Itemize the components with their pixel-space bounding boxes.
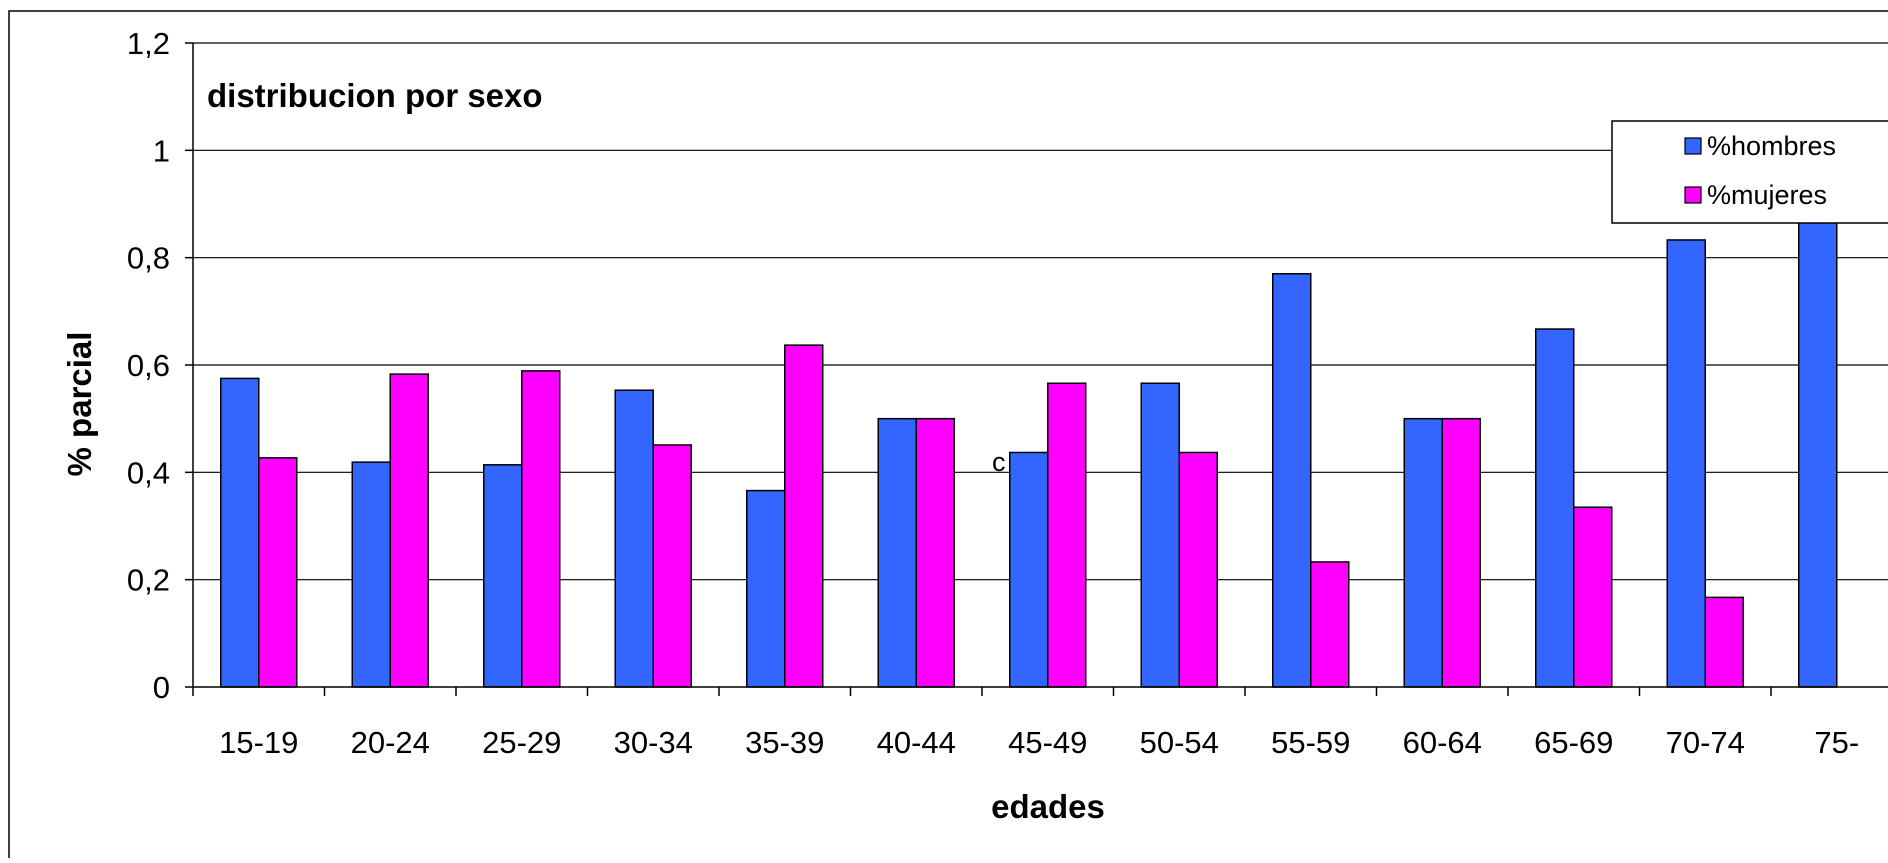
bar-mujeres-60-64	[1441, 417, 1481, 688]
bar-hombres-70-74	[1666, 239, 1706, 688]
bar-mujeres-45-49	[1047, 382, 1087, 688]
chart-annotation: c	[992, 447, 1006, 477]
y-axis-label: % parcial	[61, 332, 98, 477]
x-tick-label: 65-69	[1534, 725, 1613, 760]
x-tick-labels: 15-19 20-24 25-29 30-34 35-39 40-44 45-49 50-54…	[219, 725, 1859, 760]
bar-mujeres-70-74	[1704, 596, 1744, 688]
y-tick-labels: 0 0,2 0,4 0,6 0,8 1 1,2	[127, 26, 170, 705]
x-tick-label: 40-44	[877, 725, 956, 760]
x-axis-label: edades	[991, 788, 1105, 825]
x-tick-label: 35-39	[745, 725, 824, 760]
y-tick-label: 1	[153, 133, 170, 168]
bar-mujeres-65-69	[1573, 506, 1613, 688]
bar-hombres-60-64	[1403, 417, 1443, 688]
y-tick-label: 0,2	[127, 563, 170, 598]
legend: %hombres %mujeres	[1611, 120, 1888, 224]
legend-label-mujeres: %mujeres	[1707, 180, 1827, 210]
bar-mujeres-40-44	[915, 417, 955, 688]
bar-mujeres-55-59	[1310, 561, 1350, 688]
bar-hombres-35-39	[746, 489, 786, 688]
legend-swatch-hombres	[1684, 137, 1702, 155]
y-tick-label: 0,8	[127, 241, 170, 276]
bar-mujeres-30-34	[652, 444, 692, 688]
bar-hombres-25-29	[483, 464, 523, 688]
bar-hombres-30-34	[614, 389, 654, 688]
bar-hombres-40-44	[877, 417, 917, 688]
y-tick-label: 0,4	[127, 455, 170, 490]
x-tick-label: 25-29	[482, 725, 561, 760]
axes	[185, 42, 1888, 696]
bar-hombres-50-54	[1140, 382, 1180, 688]
y-tick-label: 0	[153, 670, 170, 705]
bar-hombres-20-24	[351, 461, 391, 688]
chart-title: distribucion por sexo	[207, 77, 543, 114]
bar-mujeres-25-29	[521, 370, 561, 688]
y-tick-label: 1,2	[127, 26, 170, 61]
bar-mujeres-35-39	[784, 344, 824, 688]
bar-mujeres-20-24	[389, 373, 429, 688]
x-tick-label: 75-	[1814, 725, 1859, 760]
bar-mujeres-50-54	[1178, 451, 1218, 688]
legend-box	[1611, 120, 1888, 224]
x-tick-label: 55-59	[1271, 725, 1350, 760]
bar-hombres-65-69	[1535, 328, 1575, 688]
legend-swatch-mujeres	[1684, 186, 1702, 204]
legend-label-hombres: %hombres	[1707, 131, 1836, 161]
x-tick-label: 50-54	[1140, 725, 1219, 760]
bar-mujeres-15-19	[258, 457, 298, 688]
x-tick-label: 30-34	[614, 725, 693, 760]
x-tick-label: 60-64	[1403, 725, 1482, 760]
bar-hombres-55-59	[1272, 273, 1312, 688]
bar-hombres-75-	[1798, 203, 1838, 688]
x-tick-label: 70-74	[1666, 725, 1745, 760]
y-tick-label: 0,6	[127, 348, 170, 383]
x-tick-label: 45-49	[1008, 725, 1087, 760]
bar-hombres-15-19	[220, 377, 260, 688]
x-tick-label: 20-24	[351, 725, 430, 760]
x-tick-label: 15-19	[219, 725, 298, 760]
bar-hombres-45-49	[1009, 451, 1049, 688]
bars	[220, 203, 1838, 688]
